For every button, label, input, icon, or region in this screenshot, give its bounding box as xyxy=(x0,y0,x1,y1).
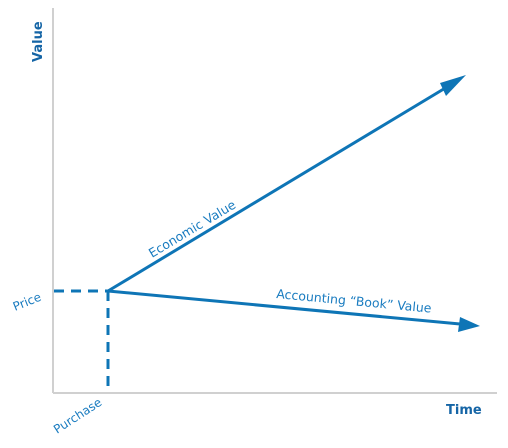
accounting-value-label: Accounting “Book” Value xyxy=(276,286,433,316)
price-label: Price xyxy=(11,290,43,314)
x-axis-title: Time xyxy=(446,403,482,418)
economic-value-label: Economic Value xyxy=(146,197,239,261)
y-axis-title: Value xyxy=(31,21,46,62)
purchase-label: Purchase xyxy=(51,395,104,436)
economic-value-line xyxy=(107,85,448,293)
accounting-value-line xyxy=(107,289,461,326)
economic-value-arrowhead xyxy=(440,75,466,96)
accounting-value-arrowhead xyxy=(458,317,480,332)
